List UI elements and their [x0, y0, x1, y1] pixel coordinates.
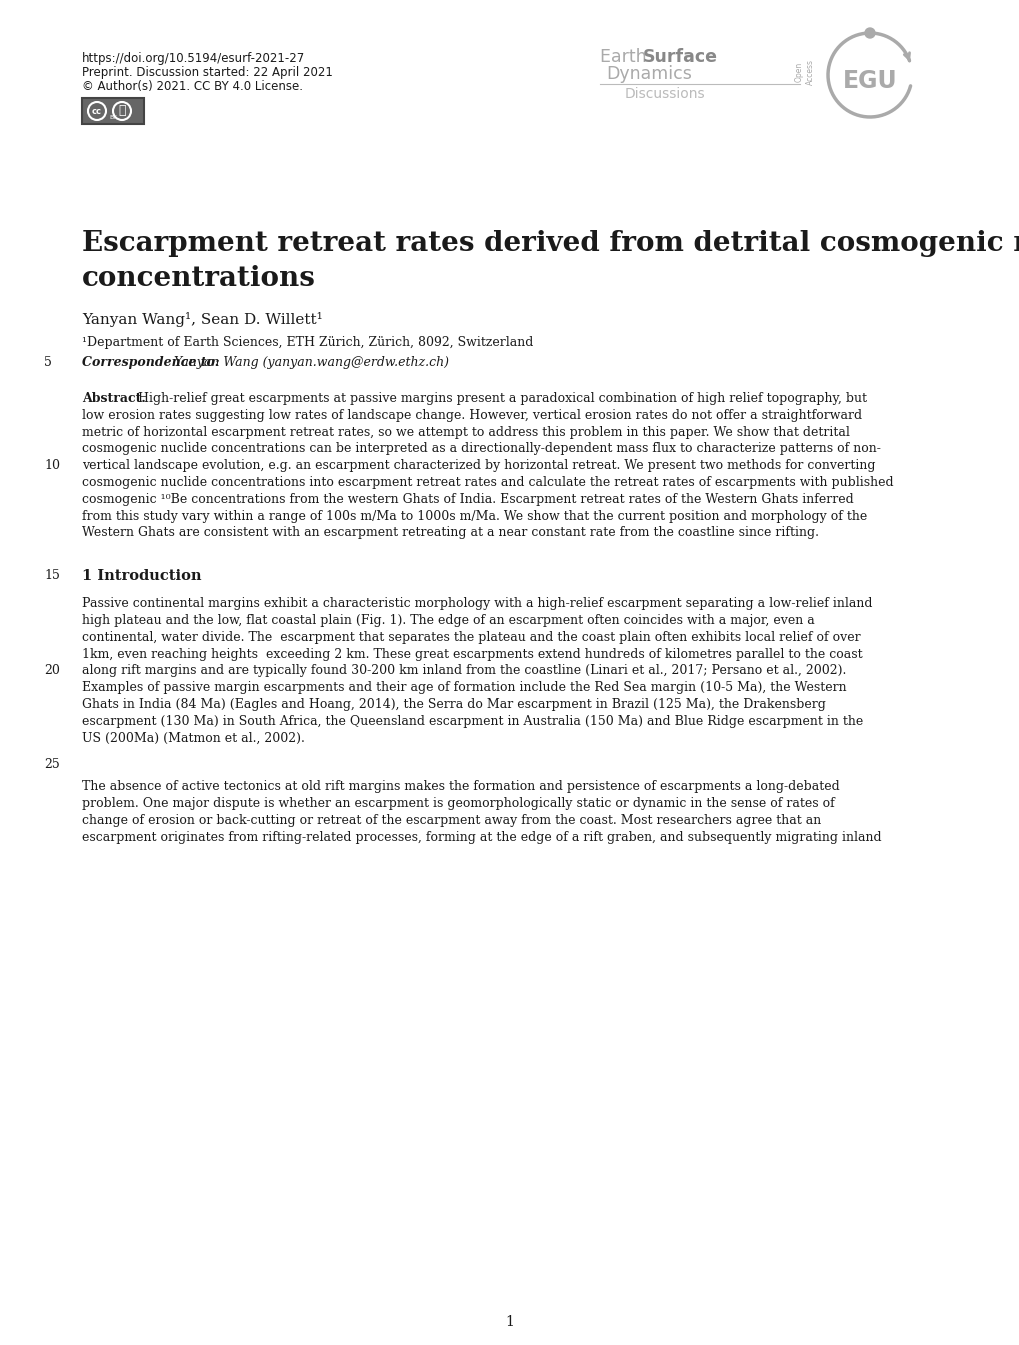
Text: ⓘ: ⓘ [118, 104, 125, 117]
Text: Correspondence to:: Correspondence to: [82, 356, 219, 369]
Text: concentrations: concentrations [82, 265, 316, 292]
Text: low erosion rates suggesting low rates of landscape change. However, vertical er: low erosion rates suggesting low rates o… [82, 409, 861, 422]
Text: Western Ghats are consistent with an escarpment retreating at a near constant ra: Western Ghats are consistent with an esc… [82, 526, 818, 539]
Text: change of erosion or back-cutting or retreat of the escarpment away from the coa: change of erosion or back-cutting or ret… [82, 814, 820, 827]
Text: US (200Ma) (Matmon et al., 2002).: US (200Ma) (Matmon et al., 2002). [82, 732, 305, 745]
Text: cosmogenic nuclide concentrations into escarpment retreat rates and calculate th: cosmogenic nuclide concentrations into e… [82, 476, 893, 490]
Text: continental, water divide. The  escarpment that separates the plateau and the co: continental, water divide. The escarpmen… [82, 631, 860, 644]
Text: Dynamics: Dynamics [605, 65, 691, 83]
Text: along rift margins and are typically found 30-200 km inland from the coastline (: along rift margins and are typically fou… [82, 664, 846, 678]
Text: Yanyan Wang (yanyan.wang@erdw.ethz.ch): Yanyan Wang (yanyan.wang@erdw.ethz.ch) [166, 356, 448, 369]
Text: Ghats in India (84 Ma) (Eagles and Hoang, 2014), the Serra do Mar escarpment in : Ghats in India (84 Ma) (Eagles and Hoang… [82, 698, 825, 712]
Text: cosmogenic nuclide concentrations can be interpreted as a directionally-dependen: cosmogenic nuclide concentrations can be… [82, 443, 880, 456]
Text: EGU: EGU [842, 69, 897, 93]
Text: Open
Access: Open Access [794, 59, 814, 85]
Text: ¹Department of Earth Sciences, ETH Zürich, Zürich, 8092, Switzerland: ¹Department of Earth Sciences, ETH Züric… [82, 336, 533, 348]
Text: escarpment (130 Ma) in South Africa, the Queensland escarpment in Australia (150: escarpment (130 Ma) in South Africa, the… [82, 714, 862, 728]
Text: Examples of passive margin escarpments and their age of formation include the Re: Examples of passive margin escarpments a… [82, 681, 846, 694]
Text: from this study vary within a range of 100s m/Ma to 1000s m/Ma. We show that the: from this study vary within a range of 1… [82, 510, 866, 523]
Text: Abstract.: Abstract. [82, 391, 146, 405]
Circle shape [864, 28, 874, 38]
Text: High-relief great escarpments at passive margins present a paradoxical combinati: High-relief great escarpments at passive… [133, 391, 866, 405]
Text: Preprint. Discussion started: 22 April 2021: Preprint. Discussion started: 22 April 2… [82, 66, 332, 79]
Text: 25: 25 [44, 759, 60, 772]
Text: cc: cc [92, 106, 102, 116]
Text: Escarpment retreat rates derived from detrital cosmogenic nuclide: Escarpment retreat rates derived from de… [82, 230, 1019, 257]
Text: Yanyan Wang¹, Sean D. Willett¹: Yanyan Wang¹, Sean D. Willett¹ [82, 312, 322, 327]
Text: metric of horizontal escarpment retreat rates, so we attempt to address this pro: metric of horizontal escarpment retreat … [82, 425, 849, 438]
Text: 10: 10 [44, 459, 60, 472]
Text: problem. One major dispute is whether an escarpment is geomorphologically static: problem. One major dispute is whether an… [82, 798, 834, 810]
Bar [82, 98, 144, 124]
Text: 1km, even reaching heights  exceeding 2 km. These great escarpments extend hundr: 1km, even reaching heights exceeding 2 k… [82, 647, 862, 660]
Text: Discussions: Discussions [625, 87, 705, 101]
Text: BY: BY [109, 116, 117, 120]
Text: cosmogenic ¹⁰Be concentrations from the western Ghats of India. Escarpment retre: cosmogenic ¹⁰Be concentrations from the … [82, 492, 853, 506]
Text: The absence of active tectonics at old rift margins makes the formation and pers: The absence of active tectonics at old r… [82, 780, 839, 794]
Text: 1 Introduction: 1 Introduction [82, 569, 202, 584]
Text: © Author(s) 2021. CC BY 4.0 License.: © Author(s) 2021. CC BY 4.0 License. [82, 79, 303, 93]
Text: Surface: Surface [642, 48, 717, 66]
Text: 1: 1 [505, 1315, 514, 1329]
Text: https://doi.org/10.5194/esurf-2021-27: https://doi.org/10.5194/esurf-2021-27 [82, 52, 305, 65]
Text: high plateau and the low, flat coastal plain (Fig. 1). The edge of an escarpment: high plateau and the low, flat coastal p… [82, 615, 814, 627]
Text: vertical landscape evolution, e.g. an escarpment characterized by horizontal ret: vertical landscape evolution, e.g. an es… [82, 459, 874, 472]
Text: Earth: Earth [599, 48, 651, 66]
Text: 5: 5 [44, 356, 52, 369]
Text: Passive continental margins exhibit a characteristic morphology with a high-reli: Passive continental margins exhibit a ch… [82, 597, 871, 611]
Text: 20: 20 [44, 664, 60, 678]
Text: 15: 15 [44, 569, 60, 582]
Text: escarpment originates from rifting-related processes, forming at the edge of a r: escarpment originates from rifting-relat… [82, 831, 880, 843]
